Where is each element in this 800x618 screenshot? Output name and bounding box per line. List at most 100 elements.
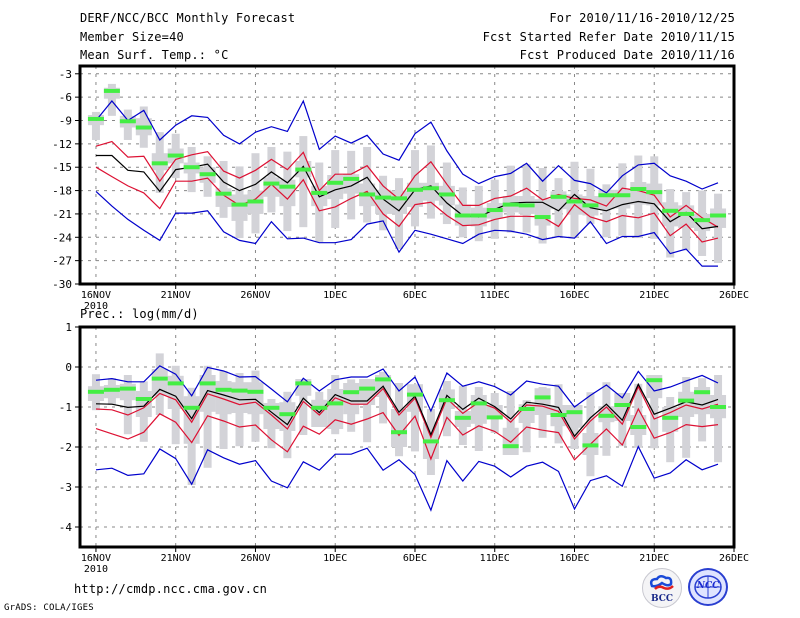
observed-marker	[151, 376, 168, 381]
spread-bar	[682, 377, 691, 458]
spread-box	[119, 383, 136, 401]
bcc-logo-text: BCC	[650, 594, 674, 604]
x-tick-label: 1DEC	[323, 290, 347, 301]
plot-frame	[78, 64, 736, 286]
observed-marker	[422, 439, 439, 444]
observed-marker	[263, 181, 280, 186]
observed-marker	[598, 413, 615, 418]
observed-marker	[694, 218, 711, 223]
ncc-globe-icon	[694, 575, 722, 599]
observed-marker	[167, 153, 184, 158]
min-envelope-line	[95, 445, 719, 512]
spread-box	[215, 188, 232, 207]
observed-marker	[311, 405, 328, 410]
y-tick-label: -27	[52, 255, 72, 268]
observed-marker	[87, 389, 104, 394]
spread-bar	[714, 193, 723, 263]
observed-marker	[646, 378, 663, 383]
observed-marker	[135, 397, 152, 401]
spread-box	[391, 409, 408, 447]
x-tick-label: 16DEC	[559, 553, 589, 564]
spread-bar	[123, 375, 132, 435]
observed-marker	[550, 413, 567, 417]
observed-marker	[694, 390, 711, 395]
y-tick-label: -2	[59, 441, 72, 454]
spread-box	[662, 202, 679, 227]
observed-marker	[438, 398, 455, 403]
observed-marker	[263, 405, 280, 410]
x-tick-label: 11DEC	[480, 553, 510, 564]
observed-marker	[167, 381, 184, 386]
observed-marker	[630, 187, 647, 192]
y-tick-label: -3	[59, 68, 72, 81]
x-tick-label: 21NOV	[161, 290, 191, 301]
x-tick-label: 6DEC	[403, 553, 427, 564]
x-tick-label: 1DEC	[323, 553, 347, 564]
observed-marker	[87, 116, 104, 121]
x-tick-label: 21NOV	[161, 553, 191, 564]
observed-marker	[406, 187, 423, 192]
observed-marker	[518, 203, 535, 208]
x-tick-label: 26DEC	[719, 290, 749, 301]
observed-marker	[215, 191, 232, 196]
y-tick-label: 1	[65, 321, 72, 334]
observed-marker	[279, 184, 296, 189]
spread-box	[534, 199, 551, 226]
observed-marker	[151, 161, 168, 166]
observed-marker	[678, 398, 695, 403]
observed-marker	[566, 199, 583, 204]
observed-marker	[391, 196, 408, 201]
observed-marker	[359, 386, 376, 391]
observed-marker	[375, 377, 392, 382]
observed-marker	[566, 410, 583, 415]
observed-marker	[343, 390, 360, 395]
observed-marker	[391, 430, 408, 435]
x-tick-label: 21DEC	[639, 290, 669, 301]
spread-box	[359, 379, 376, 405]
observed-marker	[295, 381, 312, 386]
observed-marker	[614, 403, 631, 407]
observed-marker	[343, 176, 360, 181]
observed-marker	[279, 412, 296, 417]
x-tick-year-label: 2010	[84, 301, 108, 312]
spread-box	[231, 194, 248, 221]
min-envelope-line	[95, 190, 718, 267]
forecast-started-date-label: Fcst Started Refer Date 2010/11/15	[482, 30, 735, 44]
max-envelope-line	[95, 99, 719, 194]
observed-marker	[247, 199, 264, 204]
spread-bar	[91, 111, 100, 140]
source-url-link[interactable]: http://cmdp.ncc.cma.gov.cn	[74, 582, 268, 596]
y-tick-label: 0	[65, 361, 72, 374]
spread-box	[151, 369, 168, 396]
observed-marker	[710, 405, 727, 409]
observed-marker	[534, 215, 551, 220]
observed-marker	[247, 389, 264, 394]
x-tick-label: 26NOV	[240, 553, 270, 564]
spread-bar	[379, 371, 388, 424]
observed-marker	[119, 119, 136, 124]
spread-bar	[299, 136, 308, 228]
y-tick-label: -30	[52, 278, 72, 291]
observed-marker	[614, 193, 631, 198]
observed-marker	[311, 190, 328, 195]
observed-marker	[327, 180, 344, 185]
spread-box	[375, 189, 392, 214]
spread-box	[279, 402, 296, 431]
observed-marker	[678, 211, 695, 216]
spread-box	[327, 175, 344, 200]
spread-box	[614, 189, 631, 209]
spread-bar	[363, 383, 372, 443]
chart-title: DERF/NCC/BCC Monthly Forecast	[80, 11, 296, 25]
y-tick-label: -9	[59, 115, 72, 128]
member-size-label: Member Size=40	[80, 30, 184, 44]
spread-box	[710, 208, 727, 228]
y-tick-label: -4	[59, 521, 73, 534]
x-tick-label: 16NOV	[81, 290, 111, 301]
top-panel-variable-label: Mean Surf. Temp.: °C	[80, 48, 229, 62]
x-tick-label: 26DEC	[719, 553, 749, 564]
observed-marker	[295, 167, 312, 172]
observed-marker	[231, 202, 248, 207]
observed-marker	[582, 443, 599, 448]
